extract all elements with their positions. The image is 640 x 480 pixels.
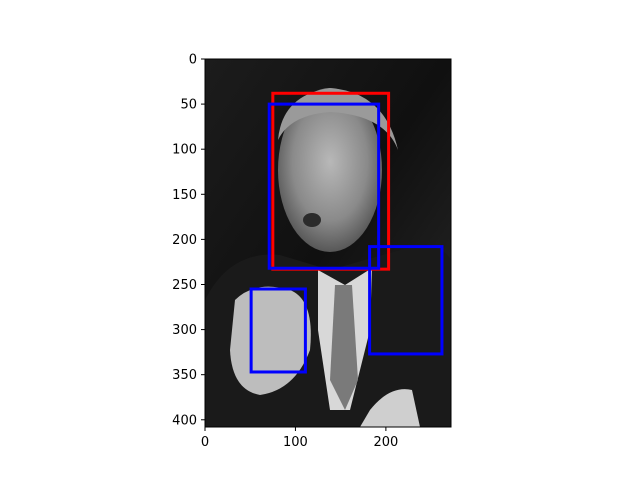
bounding-box-3: [249, 287, 307, 374]
y-tick-label: 400: [172, 413, 197, 428]
bounding-box-2: [267, 102, 381, 270]
y-tick-label: 350: [172, 368, 197, 383]
y-tick-label: 50: [180, 98, 197, 113]
x-tick-label: 100: [283, 435, 308, 450]
photo-image: [205, 59, 451, 427]
y-tick-label: 0: [189, 53, 197, 68]
x-tick-label: 200: [373, 435, 398, 450]
axes-frame: [204, 58, 452, 428]
bounding-box-4: [368, 245, 444, 356]
y-tick-label: 150: [172, 188, 197, 203]
bounding-boxes: [249, 91, 444, 374]
y-tick-label: 100: [172, 143, 197, 158]
y-tick-label: 250: [172, 278, 197, 293]
x-axis: 0 100 200: [201, 427, 398, 450]
y-axis: 0 50 100 150 200 250 300 350 400: [172, 53, 205, 428]
x-tick-label: 0: [201, 435, 209, 450]
y-tick-label: 300: [172, 323, 197, 338]
y-tick-label: 200: [172, 233, 197, 248]
